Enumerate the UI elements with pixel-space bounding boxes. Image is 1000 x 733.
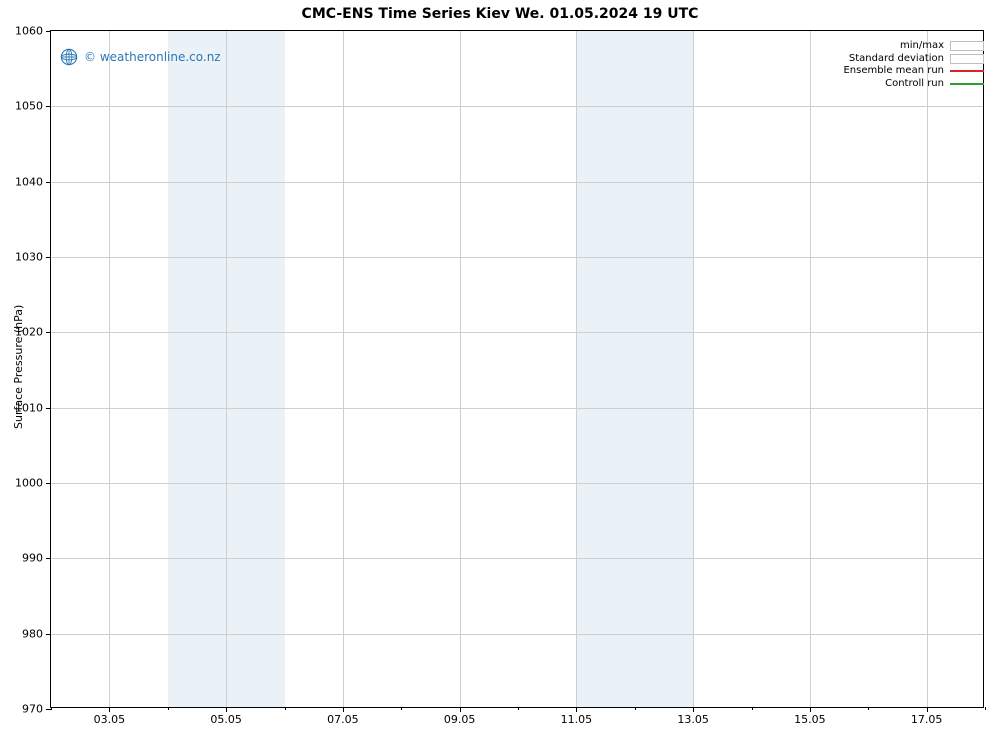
legend-row: Standard deviation <box>843 53 984 66</box>
legend-label: Standard deviation <box>849 53 944 66</box>
gridline-h <box>51 634 983 635</box>
legend-swatch <box>950 41 984 51</box>
xtick-label: 15.05 <box>794 713 826 726</box>
xtick-mark <box>226 707 227 712</box>
legend-label: min/max <box>900 40 944 53</box>
gridline-v <box>927 31 928 707</box>
gridline-v <box>810 31 811 707</box>
gridline-v <box>460 31 461 707</box>
watermark-prefix: © <box>84 50 100 64</box>
legend-row: Ensemble mean run <box>843 65 984 78</box>
xtick-label: 09.05 <box>444 713 476 726</box>
gridline-v <box>226 31 227 707</box>
gridline-h <box>51 332 983 333</box>
ytick-label: 1010 <box>15 401 43 414</box>
watermark: © weatheronline.co.nz <box>60 48 221 66</box>
xtick-label: 17.05 <box>911 713 943 726</box>
xtick-mark <box>576 707 577 712</box>
xtick-mark <box>109 707 110 712</box>
xtick-label: 11.05 <box>561 713 593 726</box>
watermark-text: © weatheronline.co.nz <box>84 50 221 64</box>
ytick-mark <box>46 182 51 183</box>
globe-icon <box>60 48 78 66</box>
gridline-v <box>693 31 694 707</box>
legend-label: Controll run <box>885 78 944 91</box>
xtick-minor-mark <box>518 707 519 710</box>
gridline-h <box>51 182 983 183</box>
xtick-minor-mark <box>635 707 636 710</box>
gridline-h <box>51 257 983 258</box>
gridline-v <box>343 31 344 707</box>
gridline-v <box>576 31 577 707</box>
ytick-label: 1030 <box>15 251 43 264</box>
weekend-band <box>576 31 693 707</box>
xtick-minor-mark <box>51 707 52 710</box>
ytick-label: 1020 <box>15 326 43 339</box>
xtick-label: 07.05 <box>327 713 359 726</box>
xtick-minor-mark <box>752 707 753 710</box>
gridline-h <box>51 408 983 409</box>
gridline-v <box>109 31 110 707</box>
legend-line <box>950 83 984 85</box>
legend-swatch <box>950 54 984 64</box>
xtick-minor-mark <box>168 707 169 710</box>
ytick-mark <box>46 332 51 333</box>
xtick-mark <box>927 707 928 712</box>
chart-title: CMC-ENS Time Series Kiev We. 01.05.2024 … <box>0 6 1000 22</box>
gridline-h <box>51 558 983 559</box>
xtick-mark <box>460 707 461 712</box>
xtick-label: 05.05 <box>210 713 242 726</box>
ytick-label: 1000 <box>15 477 43 490</box>
legend-row: Controll run <box>843 78 984 91</box>
legend: min/maxStandard deviationEnsemble mean r… <box>843 40 984 90</box>
xtick-mark <box>810 707 811 712</box>
ytick-mark <box>46 31 51 32</box>
ytick-mark <box>46 408 51 409</box>
xtick-minor-mark <box>401 707 402 710</box>
xtick-mark <box>693 707 694 712</box>
ytick-mark <box>46 257 51 258</box>
xtick-minor-mark <box>985 707 986 710</box>
ytick-label: 970 <box>22 703 43 716</box>
plot-area: 970980990100010101020103010401050106003.… <box>50 30 984 708</box>
ytick-mark <box>46 483 51 484</box>
legend-label: Ensemble mean run <box>843 65 944 78</box>
ytick-label: 1050 <box>15 100 43 113</box>
ytick-mark <box>46 634 51 635</box>
chart-container: CMC-ENS Time Series Kiev We. 01.05.2024 … <box>0 0 1000 733</box>
legend-row: min/max <box>843 40 984 53</box>
ytick-label: 980 <box>22 627 43 640</box>
watermark-domain: weatheronline.co.nz <box>100 50 221 64</box>
xtick-minor-mark <box>285 707 286 710</box>
ytick-label: 1060 <box>15 25 43 38</box>
ytick-label: 990 <box>22 552 43 565</box>
xtick-minor-mark <box>868 707 869 710</box>
ytick-label: 1040 <box>15 175 43 188</box>
xtick-label: 03.05 <box>94 713 126 726</box>
ytick-mark <box>46 558 51 559</box>
gridline-h <box>51 106 983 107</box>
ytick-mark <box>46 106 51 107</box>
xtick-mark <box>343 707 344 712</box>
legend-line <box>950 70 984 72</box>
gridline-h <box>51 483 983 484</box>
xtick-label: 13.05 <box>677 713 709 726</box>
